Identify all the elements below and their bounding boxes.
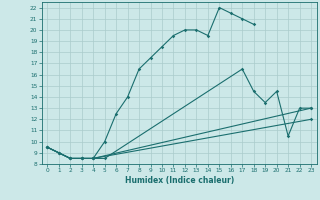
X-axis label: Humidex (Indice chaleur): Humidex (Indice chaleur) [124, 176, 234, 185]
